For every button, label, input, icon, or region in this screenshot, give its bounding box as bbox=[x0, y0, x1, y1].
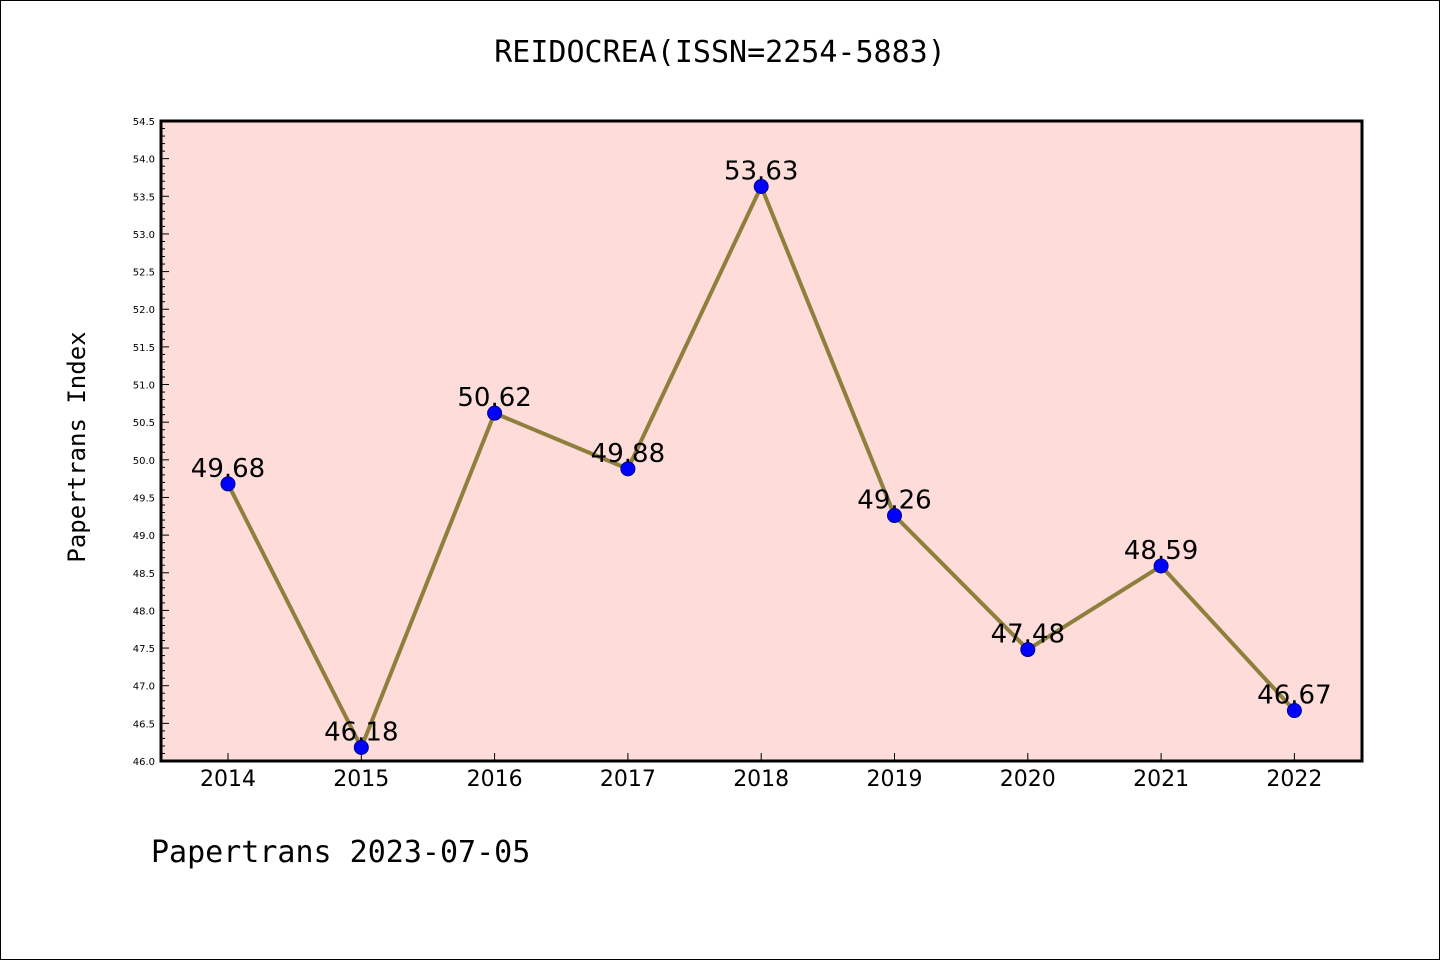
y-tick-label: 52.5 bbox=[133, 268, 155, 279]
y-tick-label: 50.5 bbox=[133, 418, 155, 429]
x-tick-label: 2020 bbox=[1000, 767, 1056, 792]
y-tick-label: 52.0 bbox=[133, 305, 155, 316]
y-tick-label: 47.5 bbox=[133, 644, 155, 655]
data-point bbox=[1286, 703, 1302, 719]
y-tick-label: 48.0 bbox=[133, 606, 155, 617]
y-tick-label: 49.0 bbox=[133, 531, 155, 542]
x-tick-label: 2022 bbox=[1266, 767, 1322, 792]
data-point bbox=[753, 179, 769, 195]
chart-title: REIDOCREA(ISSN=2254-5883) bbox=[494, 35, 946, 70]
x-tick-label: 2016 bbox=[467, 767, 523, 792]
y-tick-label: 47.0 bbox=[133, 682, 155, 693]
y-tick-label: 46.0 bbox=[133, 757, 155, 768]
y-tick-label: 48.5 bbox=[133, 569, 155, 580]
y-tick-label: 54.5 bbox=[133, 117, 155, 128]
data-point bbox=[1020, 642, 1036, 658]
data-point bbox=[353, 739, 369, 755]
y-tick-label: 53.0 bbox=[133, 230, 155, 241]
x-tick-label: 2021 bbox=[1133, 767, 1189, 792]
y-tick-label: 54.0 bbox=[133, 155, 155, 166]
y-tick-label: 50.0 bbox=[133, 456, 155, 467]
x-tick-label: 2015 bbox=[333, 767, 389, 792]
x-tick-label: 2019 bbox=[867, 767, 923, 792]
y-tick-label: 51.5 bbox=[133, 343, 155, 354]
y-tick-label: 53.5 bbox=[133, 192, 155, 203]
plot-area bbox=[161, 121, 1362, 761]
y-tick-label: 46.5 bbox=[133, 719, 155, 730]
x-tick-label: 2017 bbox=[600, 767, 656, 792]
data-point bbox=[220, 476, 236, 492]
data-point bbox=[620, 461, 636, 477]
y-tick-label: 51.0 bbox=[133, 381, 155, 392]
plot-frame bbox=[159, 119, 1364, 763]
data-point bbox=[887, 508, 902, 524]
x-tick-label: 2018 bbox=[733, 767, 789, 792]
y-tick-label: 49.5 bbox=[133, 493, 155, 504]
data-point bbox=[487, 405, 503, 421]
footer-stamp: Papertrans 2023-07-05 bbox=[151, 835, 531, 870]
data-point bbox=[1153, 558, 1169, 574]
x-tick-label: 2014 bbox=[200, 767, 256, 792]
